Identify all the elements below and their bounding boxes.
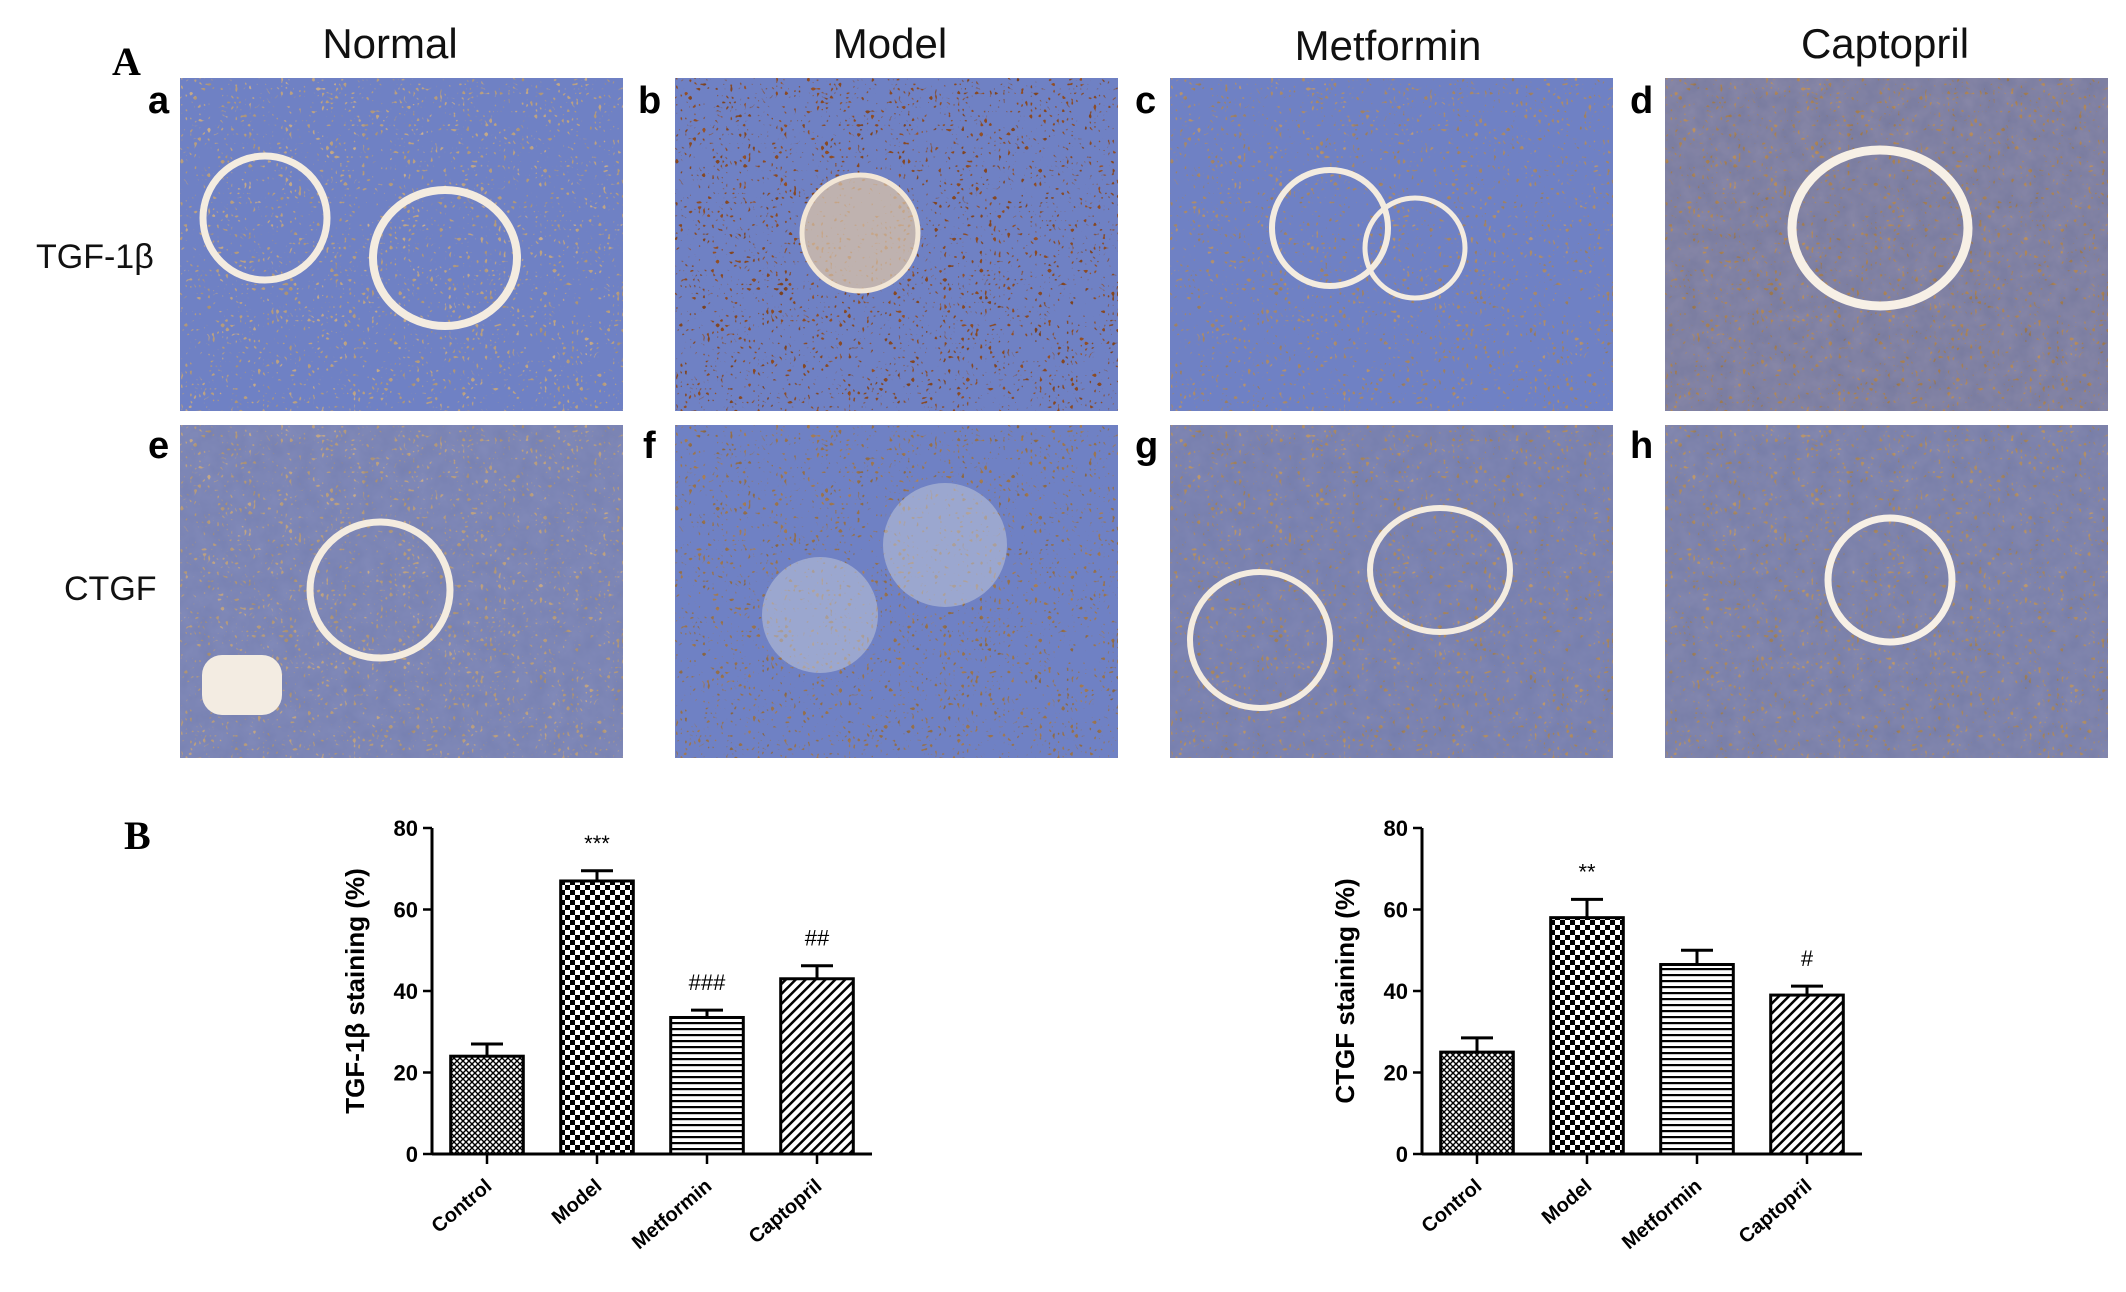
panel-a-letter: A (112, 39, 141, 84)
image-letter-f: f (643, 425, 656, 467)
image-letter-h: h (1630, 425, 1654, 467)
significance-marker: *** (584, 831, 610, 856)
chart-tgf: TGF-1β staining (%) 0 20 40 60 80 Control *** Mo… (340, 800, 980, 1287)
column-title-normal: Normal (322, 20, 458, 67)
x-tick-label: Captopril (1735, 1175, 1816, 1248)
x-tick-label: Control (1418, 1175, 1487, 1238)
micrograph-captopril-tgf (1665, 78, 2108, 411)
panel-b-letter: B (124, 813, 151, 858)
bar-model (1549, 916, 1625, 1156)
micrograph-normal-ctgf (180, 425, 623, 758)
micrograph-captopril-ctgf (1665, 425, 2108, 758)
y-tick-label: 60 (394, 898, 418, 923)
micrograph-model-ctgf (675, 425, 1118, 758)
chart-ctgf: CTGF staining (%) 0 20 40 60 80 Control ** Model… (1330, 800, 1970, 1287)
y-tick-label: 40 (1384, 979, 1408, 1004)
image-letter-a: a (148, 80, 170, 122)
image-letter-d: d (1630, 80, 1654, 122)
significance-marker: # (1801, 946, 1814, 971)
x-tick-label: Model (1538, 1175, 1596, 1229)
image-letter-g: g (1135, 425, 1159, 467)
y-axis-label: CTGF staining (%) (1330, 878, 1360, 1103)
y-tick-label: 20 (394, 1061, 418, 1086)
micrograph-metformin-tgf (1170, 78, 1613, 411)
y-tick-label: 40 (394, 979, 418, 1004)
tgf-bar-chart: TGF-1β staining (%) 0 20 40 60 80 Control *** Mo… (340, 816, 872, 1254)
y-tick-label: 60 (1384, 898, 1408, 923)
ctgf-bar-chart: CTGF staining (%) 0 20 40 60 80 Control ** Model… (1330, 816, 1862, 1254)
bar-captopril (779, 977, 855, 1156)
row-label-tgf: TGF-1β (36, 238, 154, 276)
significance-marker: ### (689, 970, 726, 995)
bar-model (559, 879, 635, 1156)
y-tick-label: 20 (1384, 1061, 1408, 1086)
image-letter-e: e (148, 425, 170, 467)
significance-marker: ** (1578, 859, 1596, 884)
column-title-metformin: Metformin (1294, 22, 1482, 69)
micrograph-normal-tgf (180, 78, 623, 411)
y-tick-label: 80 (1384, 816, 1408, 841)
significance-marker: ## (805, 926, 830, 951)
bar-metformin (669, 1015, 745, 1156)
image-letter-c: c (1135, 80, 1157, 122)
x-tick-label: Model (548, 1175, 606, 1229)
column-title-captopril: Captopril (1800, 20, 1970, 67)
column-title-model: Model (832, 20, 948, 67)
y-tick-label: 0 (406, 1142, 418, 1167)
row-label-ctgf: CTGF (64, 570, 157, 608)
bar-control (449, 1054, 525, 1156)
y-tick-label: 80 (394, 816, 418, 841)
bar-metformin (1659, 963, 1735, 1156)
x-tick-label: Metformin (1618, 1175, 1706, 1254)
y-axis-label: TGF-1β staining (%) (340, 868, 370, 1114)
micrograph-model-tgf (675, 78, 1118, 411)
bar-captopril (1769, 993, 1845, 1156)
image-letter-b: b (638, 80, 662, 122)
y-tick-label: 0 (1396, 1142, 1408, 1167)
x-tick-label: Captopril (745, 1175, 826, 1248)
x-tick-label: Control (428, 1175, 497, 1238)
bar-control (1439, 1050, 1515, 1156)
x-tick-label: Metformin (628, 1175, 716, 1254)
micrograph-metformin-ctgf (1170, 425, 1613, 758)
